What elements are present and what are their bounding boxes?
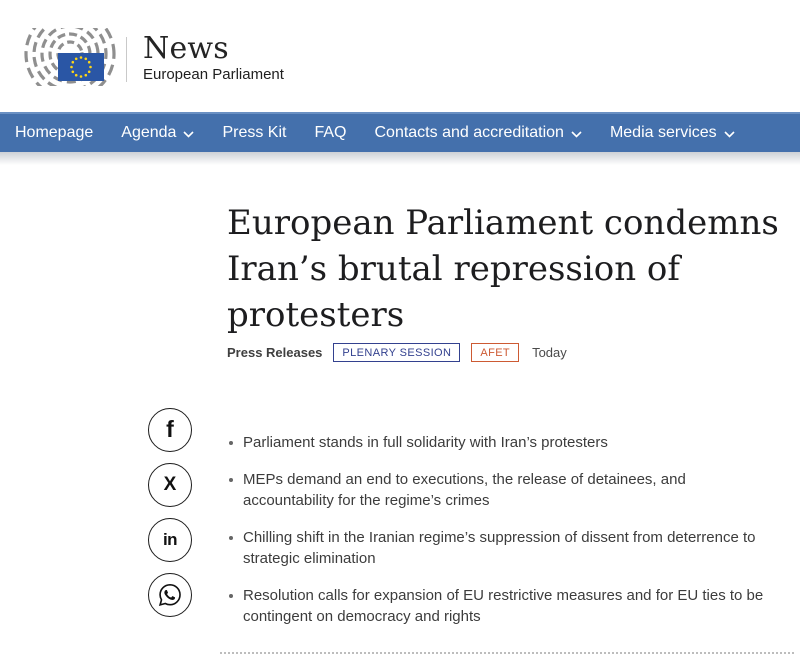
article-title-line: Iran’s brutal repression of: [227, 249, 680, 289]
nav-item-label: Press Kit: [222, 124, 287, 141]
nav-item-label: Media services: [609, 124, 717, 141]
article-title: European Parliament condemns Iran’s brut…: [227, 200, 787, 338]
article-title-line: protesters: [227, 295, 405, 335]
facebook-icon: f: [166, 415, 174, 442]
x-twitter-icon: X: [163, 474, 177, 495]
article-highlights: Parliament stands in full solidarity wit…: [227, 432, 779, 643]
brand-header: News European Parliament: [0, 0, 800, 112]
highlight-text: MEPs demand an end to executions, the re…: [243, 471, 686, 509]
nav-shadow: [0, 152, 800, 165]
nav-item-homepage[interactable]: Homepage: [15, 124, 93, 142]
x-twitter-share-button[interactable]: X: [148, 463, 192, 507]
main-nav: Homepage Agenda Press Kit FAQ Contacts a…: [0, 112, 800, 152]
facebook-share-button[interactable]: f: [148, 408, 192, 452]
whatsapp-share-button[interactable]: [148, 573, 192, 617]
brand-divider: [126, 37, 127, 82]
bullet-dot: [229, 478, 233, 482]
chevron-down-icon: [571, 130, 582, 138]
site-subtitle: European Parliament: [143, 66, 284, 83]
whatsapp-icon: [158, 584, 181, 607]
nav-item-press-kit[interactable]: Press Kit: [222, 124, 286, 142]
chevron-down-icon: [183, 130, 195, 138]
nav-item-label: Contacts and accreditation: [374, 124, 564, 141]
badge-afet[interactable]: AFET: [471, 343, 520, 362]
site-title[interactable]: News: [143, 31, 229, 66]
highlight-text: Resolution calls for expansion of EU res…: [243, 587, 764, 625]
nav-item-label: FAQ: [314, 124, 347, 141]
linkedin-share-button[interactable]: in: [148, 518, 192, 562]
article-meta: Press Releases PLENARY SESSION AFET Toda…: [227, 343, 787, 362]
nav-item-label: Homepage: [15, 124, 94, 141]
chevron-down-icon: [724, 130, 735, 138]
nav-item-contacts-accreditation[interactable]: Contacts and accreditation: [374, 124, 582, 142]
nav-item-faq[interactable]: FAQ: [314, 124, 346, 142]
nav-item-label: Agenda: [121, 124, 177, 141]
highlight-text: Parliament stands in full solidarity wit…: [243, 434, 608, 451]
highlight-item: Parliament stands in full solidarity wit…: [227, 432, 779, 453]
bullet-dot: [229, 536, 233, 540]
section-divider: [220, 652, 794, 654]
highlight-item: Resolution calls for expansion of EU res…: [227, 585, 779, 627]
highlight-item: MEPs demand an end to executions, the re…: [227, 469, 779, 511]
linkedin-icon: in: [162, 530, 178, 549]
category-label: Press Releases: [227, 345, 323, 360]
nav-item-agenda[interactable]: Agenda: [121, 124, 195, 142]
highlight-text: Chilling shift in the Iranian regime’s s…: [243, 529, 756, 567]
highlight-item: Chilling shift in the Iranian regime’s s…: [227, 527, 779, 569]
bullet-dot: [229, 594, 233, 598]
badge-plenary-session[interactable]: PLENARY SESSION: [333, 343, 461, 362]
bullet-dot: [229, 441, 233, 445]
article-title-line: European Parliament condemns: [227, 203, 779, 243]
article-date: Today: [532, 345, 567, 360]
nav-item-media-services[interactable]: Media services: [610, 124, 735, 142]
eu-flag-stars: [70, 56, 92, 78]
european-parliament-logo-icon[interactable]: [10, 28, 120, 86]
